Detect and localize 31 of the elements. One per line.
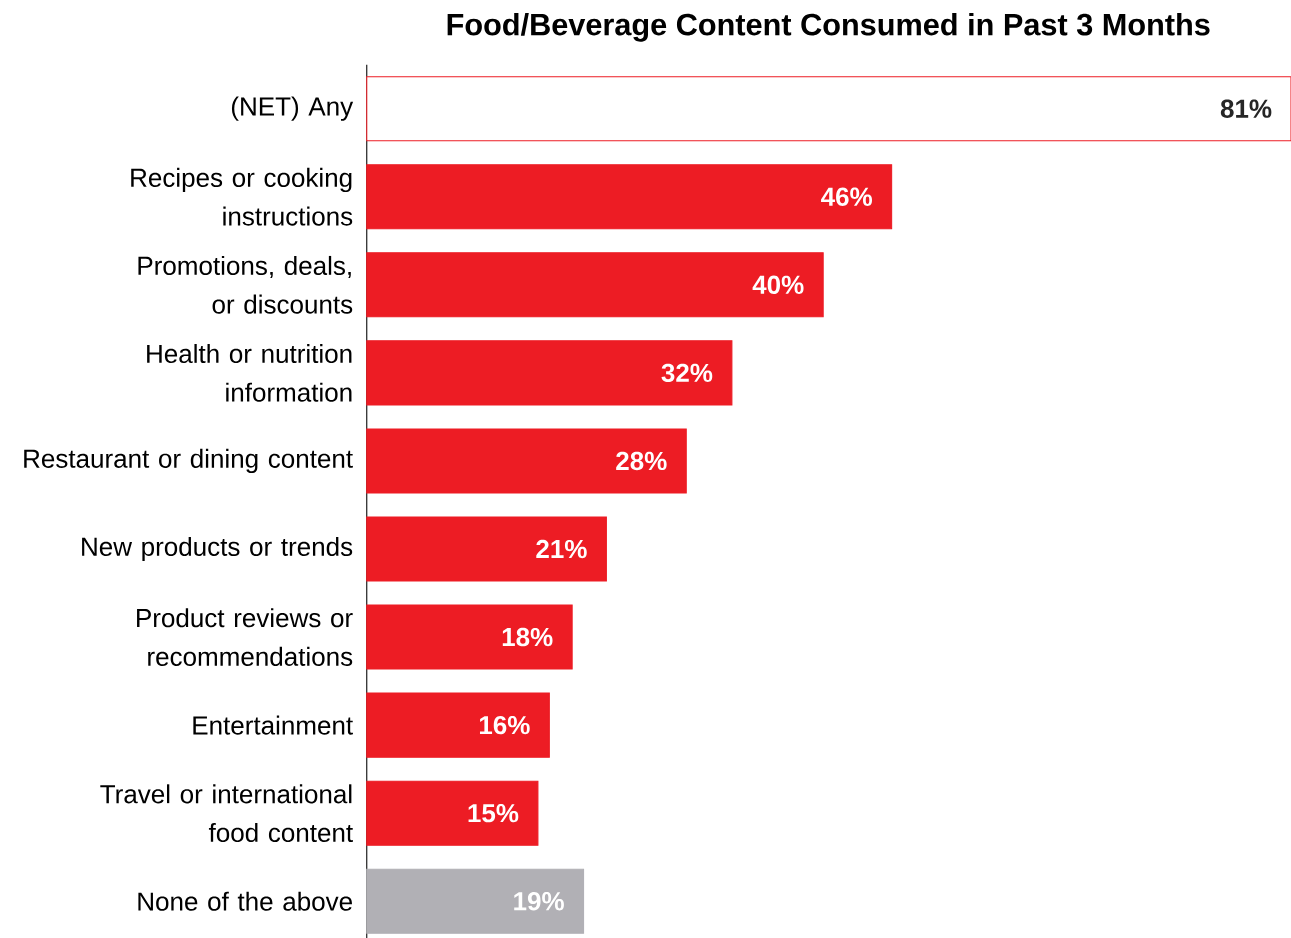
data-label: 18% bbox=[502, 627, 553, 647]
bar bbox=[366, 780, 539, 846]
y-tick-label: Health or nutrition information bbox=[147, 343, 352, 402]
bar bbox=[366, 692, 550, 758]
bar bbox=[366, 868, 585, 934]
bar bbox=[366, 340, 733, 406]
y-tick-label: Recipes or cooking instructions bbox=[131, 167, 353, 226]
y-tick-label: Travel or international food content bbox=[100, 784, 353, 842]
data-label: 46% bbox=[821, 187, 873, 206]
data-label: 21% bbox=[536, 539, 587, 559]
data-label: 32% bbox=[661, 363, 713, 382]
bar bbox=[366, 252, 824, 318]
data-label: 16% bbox=[479, 715, 530, 735]
bar bbox=[366, 76, 1291, 142]
bar bbox=[366, 604, 573, 670]
chart-title: Food/Beverage Content Consumed in Past 3 Months bbox=[447, 12, 1210, 42]
y-tick-label: Product reviews or recommendations bbox=[137, 608, 353, 666]
data-label: 40% bbox=[752, 275, 804, 294]
data-label: 15% bbox=[468, 803, 519, 823]
y-tick-label: Promotions, deals, or discounts bbox=[138, 255, 353, 314]
bar bbox=[366, 164, 893, 230]
data-label: 28% bbox=[616, 451, 667, 471]
y-tick-label: (NET) Any bbox=[231, 96, 354, 121]
y-tick-label: Entertainment bbox=[193, 715, 353, 735]
y-tick-label: New products or trends bbox=[82, 536, 353, 562]
data-label: 19% bbox=[514, 891, 564, 911]
y-tick-label: Restaurant or dining content bbox=[24, 448, 353, 473]
y-tick-label: None of the above bbox=[138, 891, 352, 911]
bar bbox=[366, 516, 607, 582]
bar bbox=[366, 428, 687, 494]
data-label: 81% bbox=[1220, 99, 1272, 118]
